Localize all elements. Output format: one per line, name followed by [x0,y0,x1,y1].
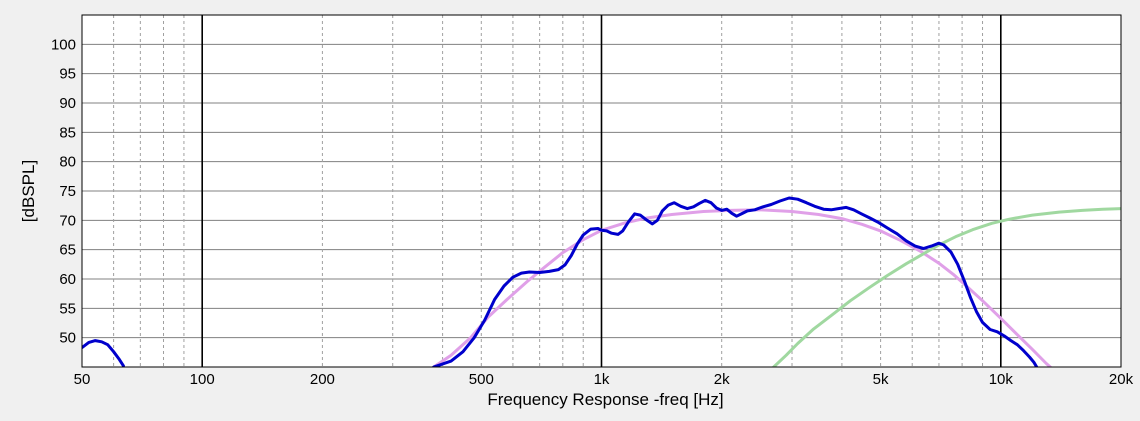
x-tick-label: 20k [1109,371,1134,388]
series-line-3 [82,339,125,367]
x-tick-label: 1k [594,371,610,388]
series-layer [82,196,1121,367]
plot-border [81,14,1122,368]
x-tick-label: 200 [310,371,335,388]
y-tick-label: 90 [59,95,76,112]
y-axis-ticks: 50 55 60 65 70 75 80 85 90 95 100 [51,36,76,346]
x-tick-label: 100 [190,371,215,388]
y-axis-title: [dBSPL] [19,160,38,222]
x-axis-title: Frequency Response -freq [Hz] [487,390,723,409]
grid-lines [81,15,1122,367]
series-line-3 [432,196,1039,367]
y-tick-label: 70 [59,212,76,229]
x-tick-label: 50 [74,371,91,388]
y-tick-label: 75 [59,183,76,200]
y-tick-label: 100 [51,36,76,53]
y-tick-label: 50 [59,330,76,347]
series-line-2 [772,207,1121,367]
x-tick-label: 5k [873,371,889,388]
x-tick-label: 500 [469,371,494,388]
series-line-1 [432,208,1052,367]
y-tick-label: 80 [59,154,76,171]
y-tick-label: 60 [59,271,76,288]
y-tick-label: 65 [59,242,76,259]
y-tick-label: 55 [59,300,76,317]
y-tick-label: 85 [59,124,76,141]
x-tick-label: 10k [989,371,1014,388]
x-tick-label: 2k [714,371,730,388]
x-axis-ticks: 50 100 200 500 1k 2k 5k 10k 20k [74,371,1134,388]
y-tick-label: 95 [59,66,76,83]
